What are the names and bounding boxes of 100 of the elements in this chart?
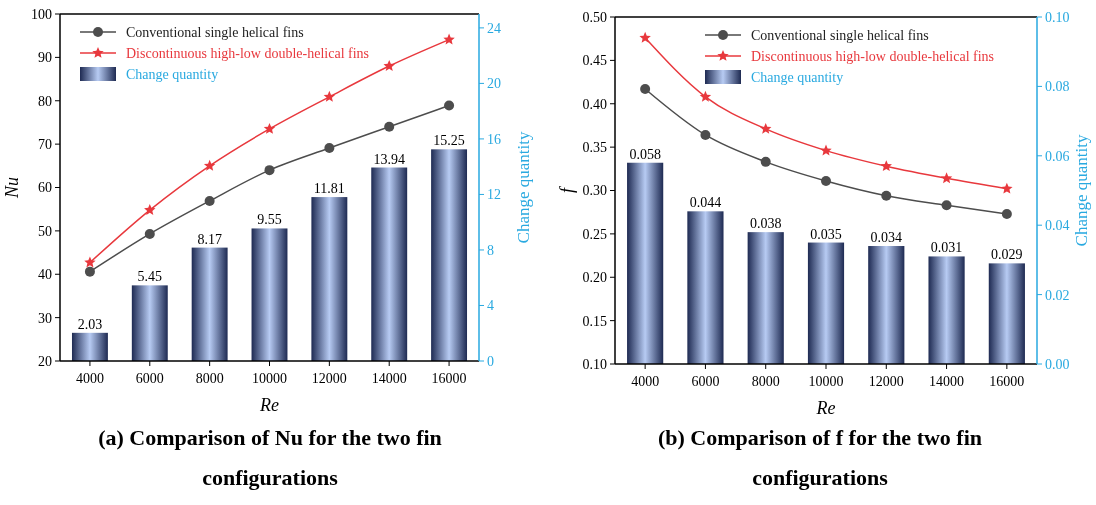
point [144,204,156,215]
bar [431,149,468,361]
bar [371,167,408,361]
y-tick-label: 0.40 [582,96,607,112]
point [263,122,276,134]
text: (b) Comparison of f for the two fin configurations [657,425,983,490]
point [84,266,95,277]
bar [988,263,1025,364]
bar [311,197,348,361]
x-tick-label: 4000 [631,374,660,389]
data-label: 0.034 [870,230,903,246]
data-label: 11.81 [313,181,345,197]
x-tick-label: 12000 [868,374,904,389]
y-tick-label: 0.20 [582,270,607,286]
x-tick-label: 14000 [929,374,965,389]
y-tick-label: 0.30 [582,183,607,199]
text: (a) Comparison of Nu for the two fin configurations [98,425,442,490]
y-tick-label: 20 [38,353,52,369]
point [383,60,395,71]
x-tick-label: 6000 [135,371,164,386]
data-label: 2.03 [77,316,103,332]
y2-tick-label: 0.00 [1045,356,1070,372]
point [1001,182,1013,194]
bar [747,232,784,364]
bar [687,211,724,364]
x-tick-label: 16000 [431,371,467,386]
point [1001,208,1012,219]
y-tick-label: 90 [38,50,52,66]
y-tick-label: 60 [38,180,52,196]
y-tick-label: 30 [38,310,52,326]
x-tick-label: 16000 [989,374,1025,389]
y2-tick-label: 0.04 [1045,218,1070,234]
legend-label: Change quantity [126,66,219,82]
legend-label: Conventional single helical fins [126,24,304,40]
bar [928,256,965,364]
bar [191,247,228,361]
point [880,160,892,172]
point [760,122,772,134]
data-label: 9.55 [257,212,282,228]
y-axis-title: Nu [2,176,22,200]
bar [71,332,108,361]
x-tick-label: 8000 [751,374,780,389]
point [324,143,335,154]
y2-tick-label: 20 [487,76,501,92]
y2-tick-label: 0.10 [1045,9,1070,25]
data-label: 0.058 [629,146,661,162]
y-tick-label: 0.15 [582,313,607,329]
point [144,228,155,239]
bar [627,162,664,364]
bar [131,285,168,361]
y2-tick-label: 0.02 [1045,287,1070,303]
bar [868,246,905,364]
x-tick-label: 14000 [371,371,407,386]
y2-tick-label: 8 [487,242,494,258]
y-tick-label: 0.35 [582,140,607,156]
point [881,190,892,201]
y-tick-label: 40 [38,267,52,283]
x-tick-label: 10000 [808,374,844,389]
y-tick-label: 100 [31,6,52,22]
point [699,90,712,102]
y-tick-label: 0.10 [582,356,607,372]
data-label: 0.035 [810,226,842,242]
y2-tick-label: 4 [487,298,494,314]
y-axis-title: f [557,185,577,194]
y2-tick-label: 0.06 [1045,148,1070,164]
point [443,33,455,45]
data-label: 0.029 [991,247,1023,263]
y2-tick-label: 24 [487,20,501,36]
legend-label: Discontinuous high-low double-helical fins [751,48,995,64]
point [639,31,651,43]
y2-tick-label: 0 [487,353,494,369]
point [84,256,96,268]
legend-label: Conventional single helical fins [751,27,929,43]
legend-label: Change quantity [751,69,844,85]
data-label: 5.45 [137,269,163,285]
x-tick-label: 8000 [195,371,224,386]
point [941,200,952,211]
y2-tick-label: 0.08 [1045,79,1070,95]
point [444,100,455,111]
x-tick-label: 12000 [311,371,347,386]
y-tick-label: 70 [38,137,52,153]
x-tick-label: 10000 [252,371,287,386]
point [640,84,651,94]
y2-tick-label: 16 [487,131,501,147]
point [940,172,953,184]
x-axis-title: Re [815,398,836,418]
point [264,165,275,176]
y2-tick-label: 12 [487,187,501,203]
y-tick-label: 0.45 [582,53,607,69]
x-tick-label: 4000 [75,371,104,386]
y2-axis-title: Change quantity [514,131,533,244]
point [204,195,215,206]
data-label: 0.038 [749,216,782,232]
point [821,175,831,186]
y2-axis-title: Change quantity [1072,134,1091,247]
point [384,121,395,132]
data-label: 13.94 [373,151,405,167]
bar [807,242,845,364]
y-tick-label: 0.25 [582,226,607,242]
point [203,159,216,171]
